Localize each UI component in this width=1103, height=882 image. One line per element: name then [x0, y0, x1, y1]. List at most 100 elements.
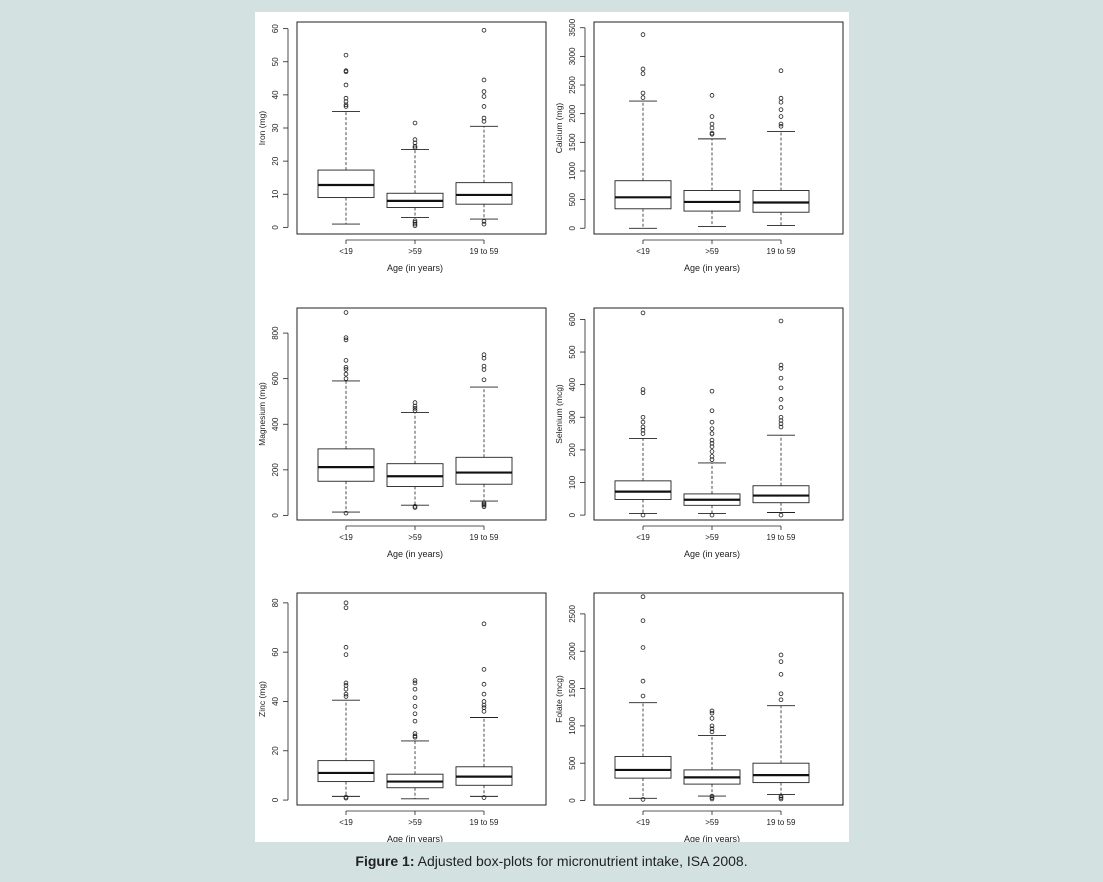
y-axis-label: Magnesium (mg)	[257, 382, 267, 446]
outlier-point	[343, 605, 349, 611]
figure-panel: 0 10 20 30 40 50 60 Iron (mg) <19 >59 19 to 59 Age …	[255, 12, 849, 842]
boxplot-6: 0 500 1000 1500 2000 2500 Folate (mcg) <19 >59 19…	[554, 592, 844, 842]
x-tick-label: >59	[408, 247, 422, 256]
outlier-point	[778, 691, 784, 697]
outlier-point	[709, 437, 715, 443]
x-axis-label: Age (in years)	[684, 549, 740, 559]
outlier-point	[343, 794, 349, 800]
y-tick-label: 2000	[568, 642, 577, 660]
outlier-point	[343, 680, 349, 686]
outlier-point	[412, 504, 418, 509]
outlier-point	[343, 52, 349, 58]
boxplot-1: 0 10 20 30 40 50 60 Iron (mg) <19 >59 19 to 59 Age …	[257, 21, 547, 273]
iqr-box	[752, 485, 810, 504]
outlier-point	[640, 594, 646, 600]
outlier-point	[343, 600, 349, 606]
outlier-point	[778, 95, 784, 101]
box-<19	[317, 600, 375, 801]
boxplot-figure: 0 10 20 30 40 50 60 Iron (mg) <19 >59 19 to 59 Age …	[257, 18, 844, 842]
outlier-point	[778, 652, 784, 658]
x-axis-label: Age (in years)	[684, 834, 740, 842]
x-tick-label: <19	[339, 533, 353, 542]
x-axis-label: Age (in years)	[387, 263, 443, 273]
outlier-point	[412, 145, 418, 151]
iqr-box	[317, 169, 375, 199]
outlier-point	[481, 377, 487, 383]
outlier-point	[412, 678, 418, 683]
y-axis-label: Folate (mcg)	[554, 675, 564, 723]
outlier-point	[343, 376, 349, 381]
outlier-point	[343, 99, 349, 104]
box-19 to 59	[752, 318, 810, 518]
x-tick-label: <19	[636, 533, 650, 542]
outlier-point	[778, 793, 784, 799]
outlier-point	[709, 796, 715, 802]
outlier-point	[778, 659, 784, 664]
y-tick-label: 500	[568, 345, 577, 359]
box->59	[386, 678, 444, 800]
outlier-point	[778, 796, 784, 802]
outlier-point	[343, 358, 349, 363]
x-tick-label: >59	[408, 818, 422, 827]
iqr-box	[614, 756, 672, 779]
outlier-point	[412, 695, 418, 701]
y-tick-label: 20	[271, 746, 280, 755]
box-<19	[614, 310, 672, 518]
y-tick-label: 500	[568, 192, 577, 206]
outlier-point	[481, 681, 487, 687]
y-tick-label: 0	[568, 512, 577, 517]
outlier-point	[481, 115, 487, 121]
outlier-point	[640, 95, 646, 100]
outlier-point	[412, 140, 418, 146]
outlier-point	[778, 414, 784, 420]
iqr-box	[455, 456, 513, 485]
outlier-point	[412, 711, 418, 717]
outlier-point	[412, 408, 418, 413]
outlier-point	[778, 318, 784, 324]
plot-frame	[296, 307, 547, 521]
y-tick-label: 60	[271, 24, 280, 33]
plot-frame	[593, 21, 844, 235]
outlier-point	[709, 708, 715, 714]
outlier-point	[481, 27, 487, 33]
y-tick-label: 1500	[568, 133, 577, 151]
y-tick-label: 600	[271, 371, 280, 385]
outlier-point	[778, 362, 784, 368]
outlier-point	[412, 223, 418, 229]
outlier-point	[481, 667, 487, 672]
outlier-point	[778, 418, 784, 423]
outlier-point	[709, 408, 715, 414]
outlier-point	[778, 366, 784, 371]
x-axis-label: Age (in years)	[387, 834, 443, 842]
outlier-point	[640, 428, 646, 433]
y-tick-label: 300	[568, 410, 577, 424]
outlier-point	[481, 699, 487, 704]
y-tick-label: 2500	[568, 604, 577, 622]
outlier-point	[343, 335, 349, 340]
outlier-point	[709, 710, 715, 716]
outlier-point	[640, 66, 646, 72]
outlier-point	[481, 691, 487, 697]
outlier-point	[481, 219, 487, 224]
x-tick-label: 19 to 59	[470, 247, 499, 256]
x-tick-label: >59	[705, 533, 719, 542]
boxplot-2: 0 500 1000 1500 2000 2500 3000 3500 Calcium (mg)…	[554, 18, 844, 273]
iqr-box	[752, 190, 810, 213]
outlier-point	[709, 449, 715, 454]
outlier-point	[412, 218, 418, 224]
outlier-point	[640, 387, 646, 392]
outlier-point	[343, 694, 349, 699]
outlier-point	[481, 363, 487, 369]
outlier-point	[343, 686, 349, 692]
x-tick-label: 19 to 59	[767, 818, 796, 827]
outlier-point	[640, 431, 646, 436]
outlier-point	[412, 704, 418, 709]
outlier-point	[343, 102, 349, 108]
outlier-point	[778, 99, 784, 105]
outlier-point	[709, 388, 715, 394]
y-tick-label: 200	[568, 443, 577, 457]
y-tick-label: 60	[271, 647, 280, 656]
outlier-point	[778, 672, 784, 677]
outlier-point	[412, 137, 418, 142]
box-<19	[614, 32, 672, 229]
